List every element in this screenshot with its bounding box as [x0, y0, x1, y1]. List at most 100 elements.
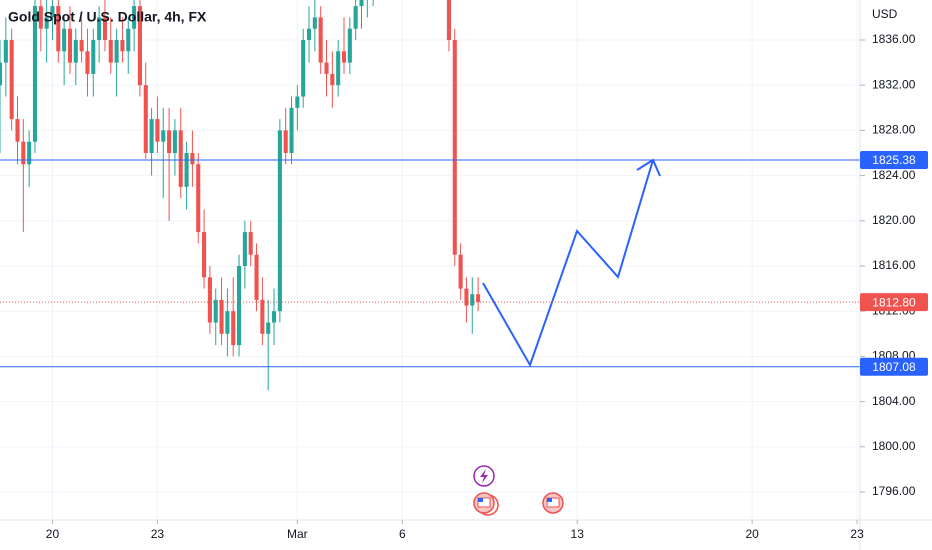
price-badge [860, 357, 928, 376]
candle-body [114, 40, 119, 63]
candle-body [108, 40, 113, 63]
x-tick-label: 6 [399, 527, 406, 541]
candle-body [207, 277, 212, 323]
price-badge-label: 1807.08 [872, 360, 916, 374]
axis-layer: 1796.001800.001804.001808.001812.001816.… [46, 32, 928, 541]
y-tick-label: 1796.00 [872, 484, 916, 498]
candle-body [312, 17, 317, 29]
grid-layer [0, 0, 860, 520]
candle-body [126, 28, 131, 52]
candle-body [172, 130, 177, 153]
x-tick-label: 20 [745, 527, 759, 541]
event-icon[interactable] [542, 492, 564, 514]
candle-body [295, 96, 300, 108]
x-tick-label: 23 [151, 527, 165, 541]
candle-body [318, 17, 323, 63]
price-badge [860, 151, 928, 169]
event-icon[interactable] [473, 492, 499, 516]
price-badge-label: 1825.38 [872, 153, 916, 167]
candle-body [67, 28, 73, 63]
event-icon[interactable] [473, 465, 495, 487]
candle-layer [0, 0, 481, 391]
price-badge-label: 1812.80 [872, 295, 916, 309]
candle-body [219, 299, 224, 334]
candle-body [178, 130, 183, 187]
candle-body [237, 265, 242, 346]
candle-body [225, 311, 230, 334]
candle-body [0, 62, 3, 86]
y-tick-label: 1804.00 [872, 394, 916, 408]
candle-body [149, 119, 154, 153]
candle-body [196, 164, 201, 233]
candle-body [260, 299, 265, 334]
candle-body [9, 40, 14, 120]
candle-body [167, 130, 172, 153]
candle-body [248, 232, 253, 255]
user-drawing[interactable] [482, 159, 654, 368]
candle-body [277, 130, 282, 312]
price-badge [860, 293, 928, 312]
y-tick-label: 1836.00 [872, 32, 916, 46]
candle-body [155, 119, 160, 142]
candle-body [330, 73, 335, 86]
candle-body [283, 130, 288, 153]
candle-body [50, 6, 55, 18]
level-layer [0, 159, 860, 368]
y-tick-label: 1816.00 [872, 258, 916, 272]
y-tick-label: 1828.00 [872, 123, 916, 137]
candle-body [91, 40, 96, 74]
candle-body [56, 6, 61, 52]
candle-body [97, 17, 102, 40]
candle-body [242, 232, 247, 266]
candle-body [254, 254, 259, 300]
time-axis-bg [0, 520, 932, 550]
candle-body [301, 40, 306, 97]
candle-body [102, 17, 107, 40]
candle-body [132, 6, 137, 29]
y-tick-label: 1800.00 [872, 439, 916, 453]
candle-body [202, 232, 207, 278]
candle-body [38, 6, 43, 29]
candle-body [27, 141, 32, 165]
candle-body [336, 51, 341, 86]
candle-body [73, 40, 78, 63]
candle-body [184, 152, 189, 187]
y-tick-label: 1832.00 [872, 77, 916, 91]
candle-body [458, 254, 463, 289]
candle-body [359, 0, 364, 7]
candle-body [347, 28, 352, 63]
candle-body [79, 40, 84, 52]
candle-body [353, 6, 358, 29]
candle-body [190, 152, 195, 165]
candle-body [21, 141, 26, 165]
candle-body [470, 294, 475, 306]
candle-body [476, 294, 481, 303]
candle-body [452, 40, 457, 255]
candle-body [306, 28, 312, 40]
candle-body [143, 85, 148, 153]
y-tick-label: 1820.00 [872, 213, 916, 227]
candle-body [289, 107, 294, 153]
candle-body [341, 51, 347, 63]
candle-body [120, 40, 125, 52]
candle-body [44, 17, 49, 29]
candle-body [3, 40, 8, 63]
x-tick-label: Mar [287, 527, 308, 541]
y-tick-label: 1824.00 [872, 168, 916, 182]
candle-body [62, 28, 67, 52]
x-tick-label: 20 [46, 527, 60, 541]
candle-body [266, 322, 271, 334]
candle-body [271, 311, 277, 323]
candle-body [446, 0, 451, 40]
x-tick-label: 13 [571, 527, 585, 541]
chart-title: Gold Spot / U.S. Dollar, 4h, FX [8, 9, 207, 25]
candle-body [231, 311, 236, 346]
candle-body [464, 288, 469, 306]
price-axis-bg [860, 0, 932, 550]
candle-body [15, 119, 20, 142]
candle-body [32, 6, 38, 142]
candle-body [213, 299, 218, 323]
candle-body [324, 62, 329, 74]
candle-body [85, 51, 90, 74]
